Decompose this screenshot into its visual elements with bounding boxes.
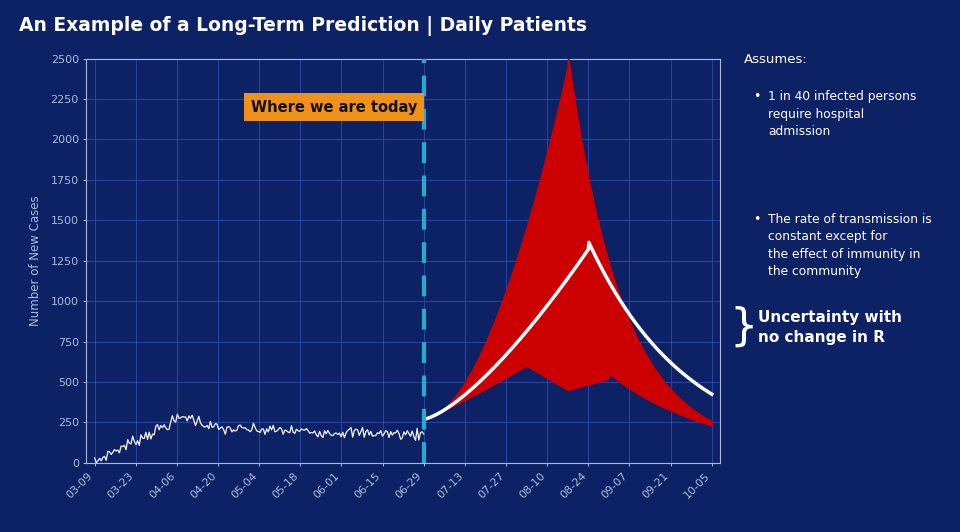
Text: •: • — [754, 90, 761, 103]
Text: 1 in 40 infected persons
require hospital
admission: 1 in 40 infected persons require hospita… — [768, 90, 917, 138]
Y-axis label: Number of New Cases: Number of New Cases — [29, 195, 42, 326]
Text: •: • — [754, 213, 761, 226]
Text: An Example of a Long-Term Prediction | Daily Patients: An Example of a Long-Term Prediction | D… — [19, 16, 588, 36]
Text: Assumes:: Assumes: — [744, 53, 807, 66]
Text: Uncertainty with
no change in R: Uncertainty with no change in R — [758, 310, 902, 345]
Text: }: } — [730, 306, 758, 348]
Text: The rate of transmission is
constant except for
the effect of immunity in
the co: The rate of transmission is constant exc… — [768, 213, 932, 278]
Text: Where we are today: Where we are today — [251, 99, 418, 114]
